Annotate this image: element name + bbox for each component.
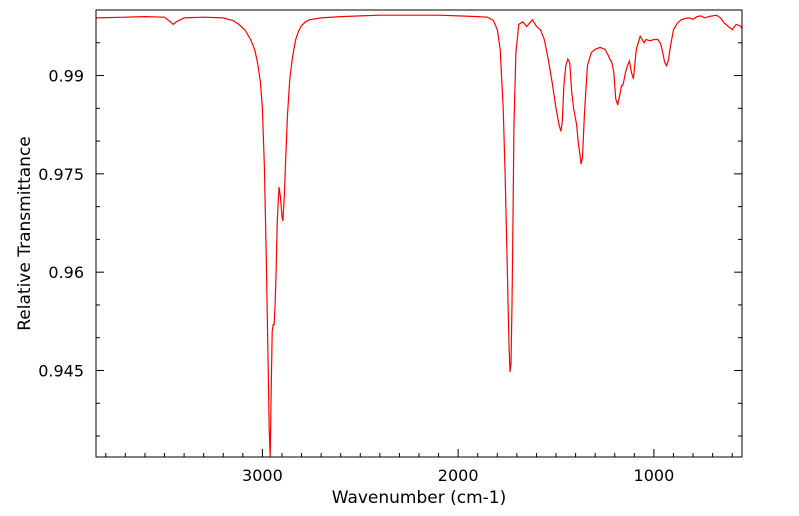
plot-area [96, 14, 742, 457]
y-tick-label: 0.975 [38, 165, 84, 184]
y-tick-label: 0.96 [48, 263, 84, 282]
x-tick-label: 1000 [634, 466, 675, 485]
plot-frame [95, 9, 743, 458]
x-tick-label: 2000 [438, 466, 479, 485]
axis-ticks [96, 9, 742, 457]
x-axis-label: Wavenumber (cm-1) [332, 488, 507, 508]
y-tick-label: 0.945 [38, 361, 84, 380]
spectrum-line-0 [96, 14, 742, 457]
tick-labels: 3000 2000 1000 0.945 0.96 0.975 0.99 [38, 67, 674, 485]
y-axis-label: Relative Transmittance [15, 136, 35, 331]
y-tick-label: 0.99 [48, 67, 84, 86]
x-tick-label: 3000 [242, 466, 283, 485]
